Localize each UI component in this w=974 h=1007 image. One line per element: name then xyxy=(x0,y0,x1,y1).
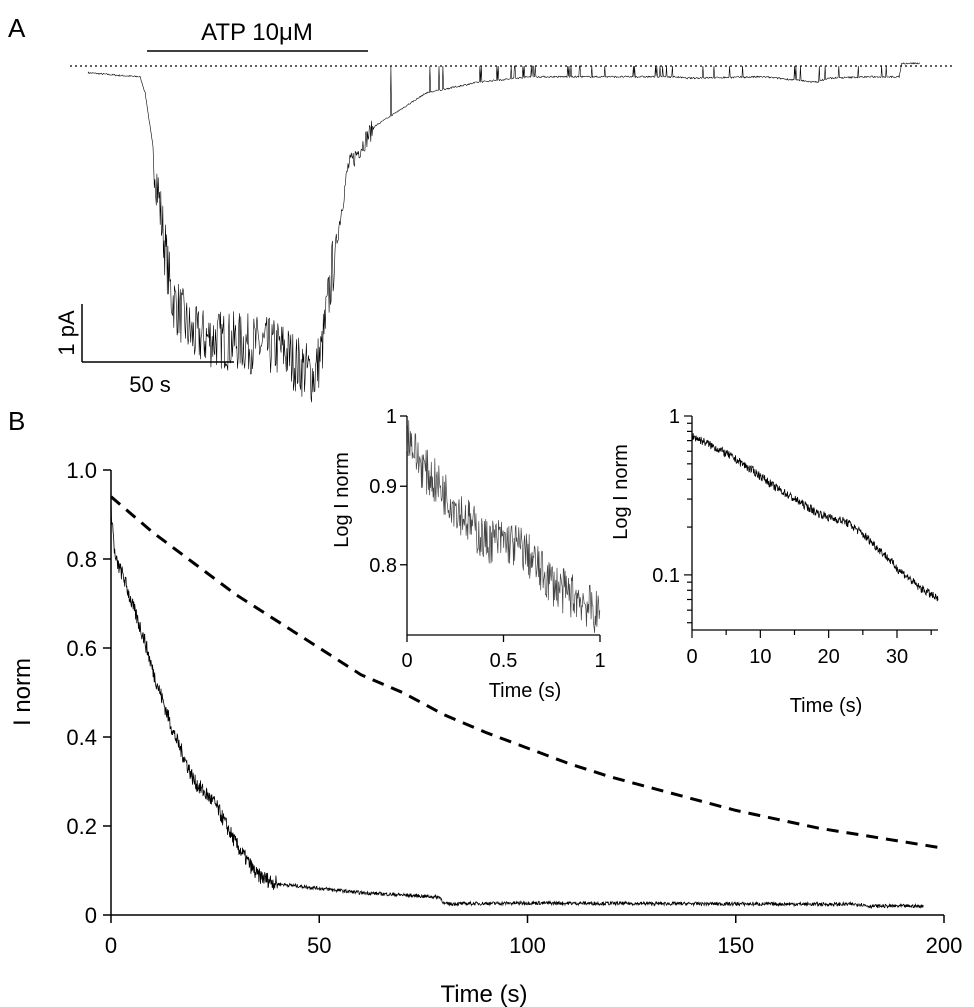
inset-2-x-tick-label: 20 xyxy=(818,646,840,668)
current-trace-a xyxy=(87,62,921,403)
scale-bar-vertical-label: 1 pA xyxy=(54,310,79,356)
y-axis-label: I norm xyxy=(9,658,36,726)
inset-1-x-tick-label: 0 xyxy=(401,650,412,672)
inset-2-x-tick-label: 30 xyxy=(886,646,908,668)
inset-2-chart: 0 10 20 30 0.1 1 Log I norm Time (s) xyxy=(610,406,939,717)
inset-2-x-axis-label: Time (s) xyxy=(790,695,863,717)
x-tick-label: 200 xyxy=(926,933,963,958)
inset-2-y-tick-label: 1 xyxy=(669,406,680,428)
inset-2-y-tick-label: 0.1 xyxy=(652,565,680,587)
inset-1-x-tick-label: 0.5 xyxy=(490,650,518,672)
panel-a-label: A xyxy=(8,13,26,43)
inset-1-y-axis-label: Log I norm xyxy=(331,452,353,548)
inset-1-chart: 0 0.5 1 0.8 0.9 1 Log I norm Time (s) xyxy=(331,406,606,702)
inset-2-trace-line xyxy=(691,433,939,602)
inset-2-y-axis-label: Log I norm xyxy=(610,444,632,540)
panel-a: ATP 10μM 1 pA 50 s xyxy=(54,19,952,403)
inset-2-x-tick-label: 10 xyxy=(749,646,771,668)
inset-1-y-tick-label: 0.9 xyxy=(369,476,397,498)
x-tick-label: 0 xyxy=(105,933,117,958)
inset-2-x-tick-label: 0 xyxy=(686,646,697,668)
x-axis-label: Time (s) xyxy=(440,981,527,1007)
inset-1-y-tick-label: 1 xyxy=(386,406,397,428)
inset-1-x-axis-label: Time (s) xyxy=(489,680,562,702)
y-tick-label: 1.0 xyxy=(66,458,97,483)
inset-1-y-tick-label: 0.8 xyxy=(369,555,397,577)
atp-application-label: ATP 10μM xyxy=(201,19,313,46)
scale-bar-horizontal-label: 50 s xyxy=(129,372,171,397)
x-tick-label: 50 xyxy=(307,933,331,958)
y-tick-label: 0.6 xyxy=(66,636,97,661)
inset-1-x-tick-label: 1 xyxy=(594,650,605,672)
panel-b-label: B xyxy=(8,406,25,436)
current-trace-line xyxy=(87,62,921,403)
inset-1-trace-line xyxy=(406,420,601,633)
reference-dashed-curve xyxy=(110,495,945,850)
y-tick-label: 0 xyxy=(85,903,97,928)
y-tick-label: 0.2 xyxy=(66,814,97,839)
x-tick-label: 100 xyxy=(509,933,546,958)
y-tick-label: 0.8 xyxy=(66,547,97,572)
x-tick-label: 150 xyxy=(717,933,754,958)
y-tick-label: 0.4 xyxy=(66,725,97,750)
decay-trace-line xyxy=(110,498,924,910)
